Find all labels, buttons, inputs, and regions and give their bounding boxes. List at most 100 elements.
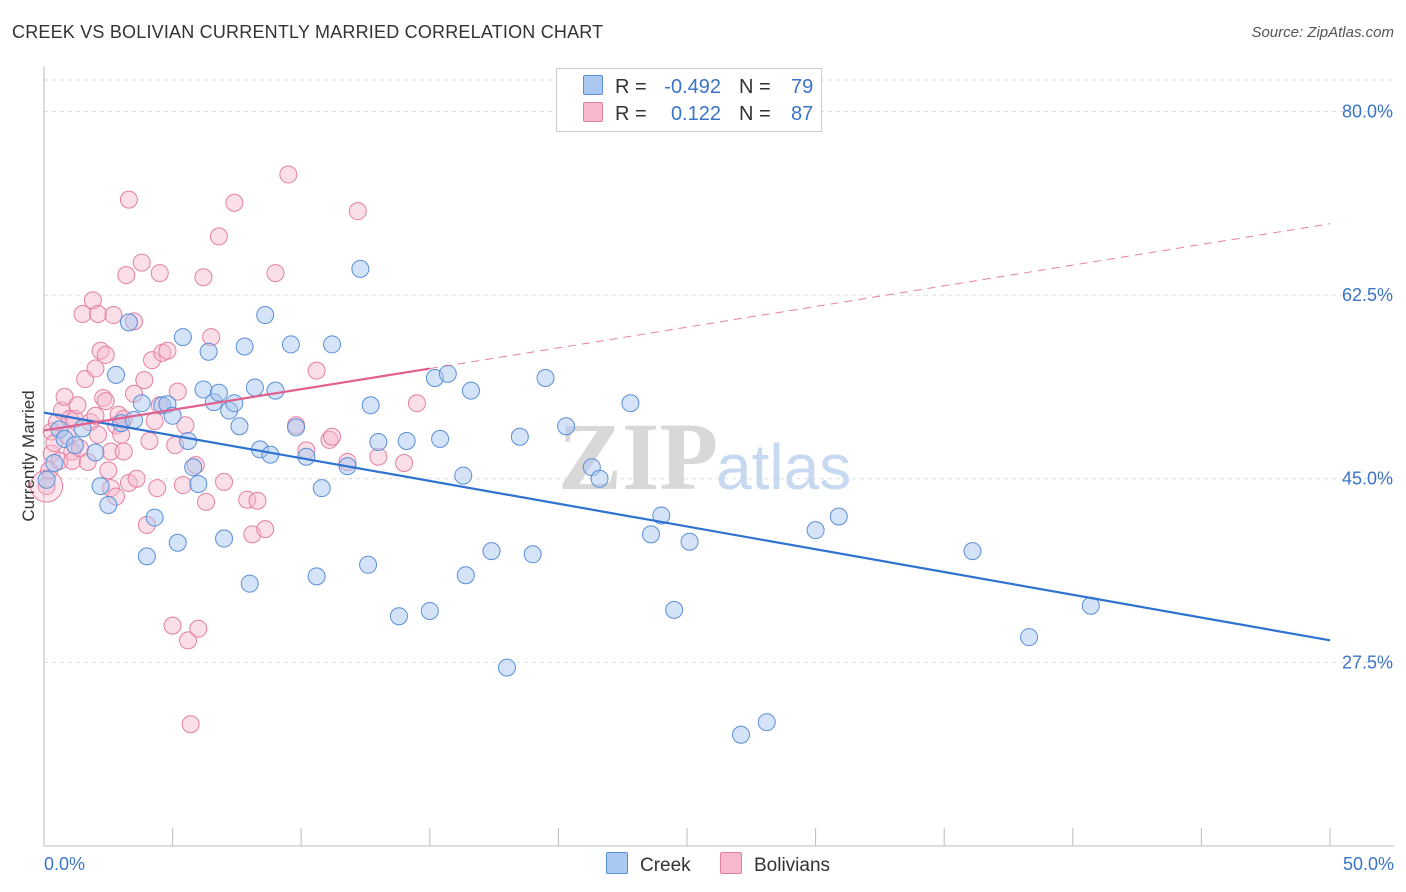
- x-tick-label-max: 50.0%: [1343, 854, 1394, 874]
- bolivian-point: [320, 430, 339, 449]
- creek-point: [179, 431, 198, 450]
- legend-n-value: 87: [791, 103, 814, 125]
- bottom-legend-bolivians: Bolivians: [720, 852, 830, 877]
- legend-r-label: R =: [615, 103, 647, 125]
- bolivian-point: [119, 190, 138, 209]
- bolivian-point: [163, 616, 182, 635]
- creek-point: [454, 466, 473, 485]
- creek-point: [91, 477, 110, 496]
- bolivian-point: [194, 268, 213, 287]
- creek-point: [99, 495, 118, 514]
- legend-r-value: -0.492: [664, 76, 721, 98]
- creek-point: [431, 429, 450, 448]
- y-tick-label: 80.0%: [1342, 101, 1393, 121]
- bolivian-point: [143, 351, 162, 370]
- bolivian-point: [215, 472, 234, 491]
- creek-point: [281, 335, 300, 354]
- bolivian-point: [197, 492, 216, 511]
- creek-point: [621, 394, 640, 413]
- y-tick-label: 27.5%: [1342, 652, 1393, 672]
- legend-r-value: 0.122: [670, 103, 721, 125]
- bolivian-point: [96, 392, 115, 411]
- creek-point: [209, 383, 228, 402]
- chart-title: CREEK VS BOLIVIAN CURRENTLY MARRIED CORR…: [12, 22, 604, 42]
- bottom-legend-creek: Creek: [606, 852, 691, 877]
- creek-point: [287, 418, 306, 437]
- legend-n-label: N =: [739, 76, 771, 98]
- bolivian-point: [83, 291, 102, 310]
- bolivian-point: [307, 361, 326, 380]
- creek-point: [829, 507, 848, 526]
- bolivian-point: [104, 306, 123, 325]
- creek-point: [45, 454, 64, 472]
- creek-point: [652, 506, 671, 525]
- bolivian-point: [140, 431, 159, 450]
- bolivian-point: [145, 412, 164, 431]
- bolivian-point: [127, 469, 146, 488]
- bolivian-point: [256, 520, 275, 539]
- legend-swatch-creek: [583, 75, 603, 95]
- bolivian-point: [202, 328, 221, 347]
- creek-point: [523, 545, 542, 564]
- creek-point: [199, 342, 218, 361]
- creek-point: [461, 381, 480, 400]
- creek-point: [359, 555, 378, 574]
- creek-point: [806, 521, 825, 540]
- bolivian-point: [89, 425, 108, 444]
- creek-point: [732, 725, 751, 744]
- y-axis-label: Currently Married: [19, 390, 38, 521]
- bolivian-point: [99, 461, 118, 480]
- chart-source: Source: ZipAtlas.com: [1251, 24, 1394, 41]
- creek-point: [145, 508, 164, 527]
- creek-point: [757, 713, 776, 732]
- creek-point: [680, 532, 699, 551]
- bolivian-point: [279, 165, 298, 184]
- creek-point: [230, 417, 249, 436]
- bolivian-point: [150, 264, 169, 283]
- creek-point: [590, 469, 609, 488]
- bolivian-point: [114, 442, 133, 461]
- creek-point: [132, 394, 151, 413]
- creek-point: [482, 542, 501, 561]
- creek-point: [438, 364, 457, 383]
- bolivian-point: [189, 619, 208, 638]
- creek-trend-line: [43, 411, 1331, 642]
- bolivian-point: [395, 454, 414, 472]
- creek-point: [420, 601, 439, 620]
- creek-point: [256, 306, 275, 325]
- creek-point: [266, 381, 285, 400]
- creek-point: [137, 547, 156, 566]
- bolivian-point: [181, 715, 200, 734]
- legend-row-bolivians: R = 0.122 N = 87: [583, 102, 813, 128]
- bolivian-point: [225, 193, 244, 212]
- bolivian-point: [266, 264, 285, 283]
- y-tick-labels: 80.0% 62.5% 45.0% 27.5%: [1342, 101, 1393, 672]
- axes: [43, 66, 1394, 847]
- creek-point: [1020, 628, 1039, 647]
- creek-point: [323, 335, 342, 354]
- bolivian-point: [73, 304, 92, 323]
- creek-point: [389, 607, 408, 626]
- bottom-legend-label-creek: Creek: [640, 855, 691, 876]
- bolivian-point: [407, 394, 426, 413]
- creek-point: [361, 396, 380, 415]
- bolivian-trend-extension: [429, 223, 1331, 370]
- creek-point: [369, 433, 388, 452]
- creek-series: [37, 259, 1100, 744]
- bolivian-point: [348, 202, 367, 221]
- bottom-legend-swatch-bolivians: [720, 852, 742, 874]
- y-tick-label: 62.5%: [1342, 285, 1393, 305]
- legend: R = -0.492 N = 79 R = 0.122 N = 87: [556, 68, 822, 132]
- legend-row-creek: R = -0.492 N = 79: [583, 75, 813, 101]
- creek-point: [225, 394, 244, 413]
- bolivian-point: [148, 479, 167, 498]
- bolivian-point: [132, 253, 151, 272]
- grid-lines: [44, 79, 1394, 663]
- creek-point: [351, 259, 370, 278]
- bolivian-point: [135, 371, 154, 390]
- creek-point: [456, 566, 475, 585]
- legend-r-label: R =: [615, 76, 647, 98]
- watermark-zip: ZIP: [558, 403, 718, 510]
- creek-point: [245, 378, 264, 397]
